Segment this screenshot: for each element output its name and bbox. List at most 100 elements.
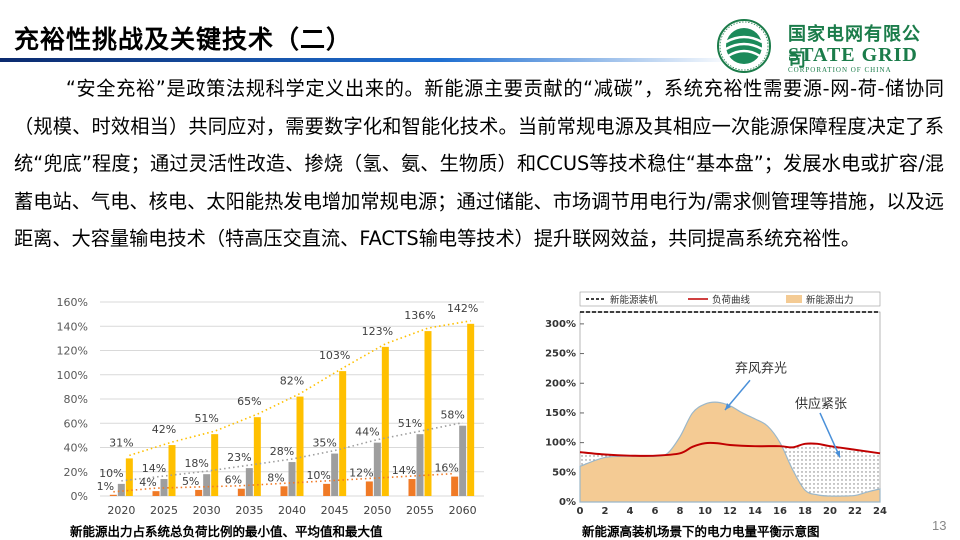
data-label: 65% <box>237 395 261 408</box>
data-label: 12% <box>349 466 373 479</box>
bar-series3 <box>339 371 347 496</box>
page-title: 充裕性挑战及关键技术（二） <box>14 25 353 54</box>
annotation-curtailment: 弃风弃光 <box>735 362 787 377</box>
chart1-caption: 新能源出力占系统总负荷比例的最小值、平均值和最大值 <box>70 524 383 539</box>
y-tick-label: 100% <box>545 438 576 449</box>
y-tick-label: 120% <box>57 345 88 358</box>
y-tick-label: 20% <box>64 466 88 479</box>
y-tick-label: 60% <box>64 417 88 430</box>
legend-output-label: 新能源出力 <box>806 294 854 306</box>
x-tick-label: 2060 <box>449 504 477 517</box>
x-tick-label: 14 <box>748 506 762 517</box>
state-grid-emblem-icon <box>717 19 771 73</box>
data-label: 136% <box>404 309 435 322</box>
data-label: 16% <box>434 462 458 475</box>
x-tick-label: 0 <box>577 506 584 517</box>
bar-series3 <box>424 331 432 496</box>
y-tick-label: 200% <box>545 378 576 389</box>
data-label: 23% <box>227 451 251 464</box>
logo-name-cn: 国家电网有限公司 <box>788 24 921 71</box>
x-tick-label: 2 <box>602 506 609 517</box>
data-label: 28% <box>270 445 294 458</box>
state-grid-logo: 国家电网有限公司 STATE GRID CORPORATION OF CHINA <box>712 18 932 74</box>
bar-series1 <box>152 491 160 496</box>
data-label: 10% <box>99 467 123 480</box>
bar-series3 <box>253 417 261 496</box>
annotation-arrow <box>819 412 841 458</box>
trend-line <box>113 472 455 493</box>
bar-series3 <box>168 445 176 496</box>
bar-series1 <box>408 479 416 496</box>
y-tick-label: 150% <box>545 408 576 419</box>
data-label: 44% <box>355 426 379 439</box>
bar-series2 <box>373 442 381 496</box>
data-label: 51% <box>194 412 218 425</box>
power-balance-area-chart: 新能源装机 负荷曲线 新能源出力 0% 50% 100% 150% 200% 250% 300% 0… <box>545 291 887 517</box>
data-label: 103% <box>319 349 350 362</box>
bar-series2 <box>288 462 296 496</box>
y-tick-label: 80% <box>64 393 88 406</box>
y-tick-label: 40% <box>64 442 88 455</box>
body-text: “安全充裕”是政策法规科学定义出来的。新能源主要贡献的“减碳”，系统充裕性需要源… <box>14 77 944 250</box>
x-tick-label: 22 <box>848 506 862 517</box>
annotation-arrowhead <box>725 402 731 410</box>
bar-series1 <box>237 488 245 496</box>
annotation-arrowhead <box>835 450 840 458</box>
bar-series3 <box>381 346 389 496</box>
annotation-arrow <box>724 379 751 411</box>
data-label: 1% <box>97 480 114 493</box>
data-label: 6% <box>225 474 242 487</box>
y-tick-label: 50% <box>552 467 576 478</box>
bar-series1 <box>323 483 331 496</box>
y-tick-label: 0% <box>71 490 88 503</box>
x-tick-label: 20 <box>823 506 837 517</box>
x-tick-label: 2030 <box>193 504 221 517</box>
data-label: 35% <box>312 437 336 450</box>
x-tick-label: 4 <box>627 506 634 517</box>
data-label: 5% <box>182 475 199 488</box>
x-tick-label: 12 <box>723 506 737 517</box>
data-label: 123% <box>362 325 393 338</box>
data-label: 58% <box>440 409 464 422</box>
y-tick-label: 100% <box>57 369 88 382</box>
x-tick-label: 10 <box>698 506 712 517</box>
data-label: 10% <box>306 469 330 482</box>
bar-series2 <box>459 425 467 496</box>
data-label: 42% <box>152 423 176 436</box>
bar-series2 <box>245 468 253 496</box>
data-label: 4% <box>139 476 156 489</box>
bar-series1 <box>109 494 117 496</box>
x-tick-label: 2045 <box>321 504 349 517</box>
x-tick-label: 16 <box>773 506 787 517</box>
annotation-shortage: 供应紧张 <box>795 396 847 412</box>
x-tick-label: 2035 <box>235 504 263 517</box>
bar-series2 <box>416 434 424 496</box>
x-tick-label: 2050 <box>363 504 391 517</box>
legend-box <box>579 291 881 307</box>
data-label: 31% <box>109 436 133 449</box>
legend-load-label: 负荷曲线 <box>712 294 751 306</box>
data-label: 51% <box>398 417 422 430</box>
y-tick-label: 300% <box>545 319 576 330</box>
bar-series3 <box>467 323 475 496</box>
x-tick-label: 8 <box>677 506 684 517</box>
logo-subtitle: CORPORATION OF CHINA <box>788 66 892 74</box>
y-tick-label: 0% <box>559 497 576 508</box>
trend-line <box>129 320 471 457</box>
bar-series1 <box>365 481 373 496</box>
load-curve <box>579 441 881 457</box>
bar-series3 <box>211 434 219 496</box>
data-label: 14% <box>142 462 166 475</box>
x-tick-label: 2020 <box>107 504 135 517</box>
logo-name-en: STATE GRID <box>788 44 918 66</box>
bar-series2 <box>331 453 339 496</box>
renewable-ratio-bar-chart: 0% 20% 40% 60% 80% 100% 120% 140% 160% 1% 4% 5% 6% 8%… <box>57 296 484 517</box>
chart2-caption: 新能源高装机场景下的电力电量平衡示意图 <box>582 524 820 539</box>
data-label: 82% <box>280 375 304 388</box>
data-label: 18% <box>184 457 208 470</box>
x-tick-label: 2040 <box>278 504 306 517</box>
y-tick-label: 160% <box>57 296 88 309</box>
legend-output-swatch <box>786 295 802 303</box>
data-label: 142% <box>447 302 478 315</box>
trend-line <box>121 421 463 482</box>
